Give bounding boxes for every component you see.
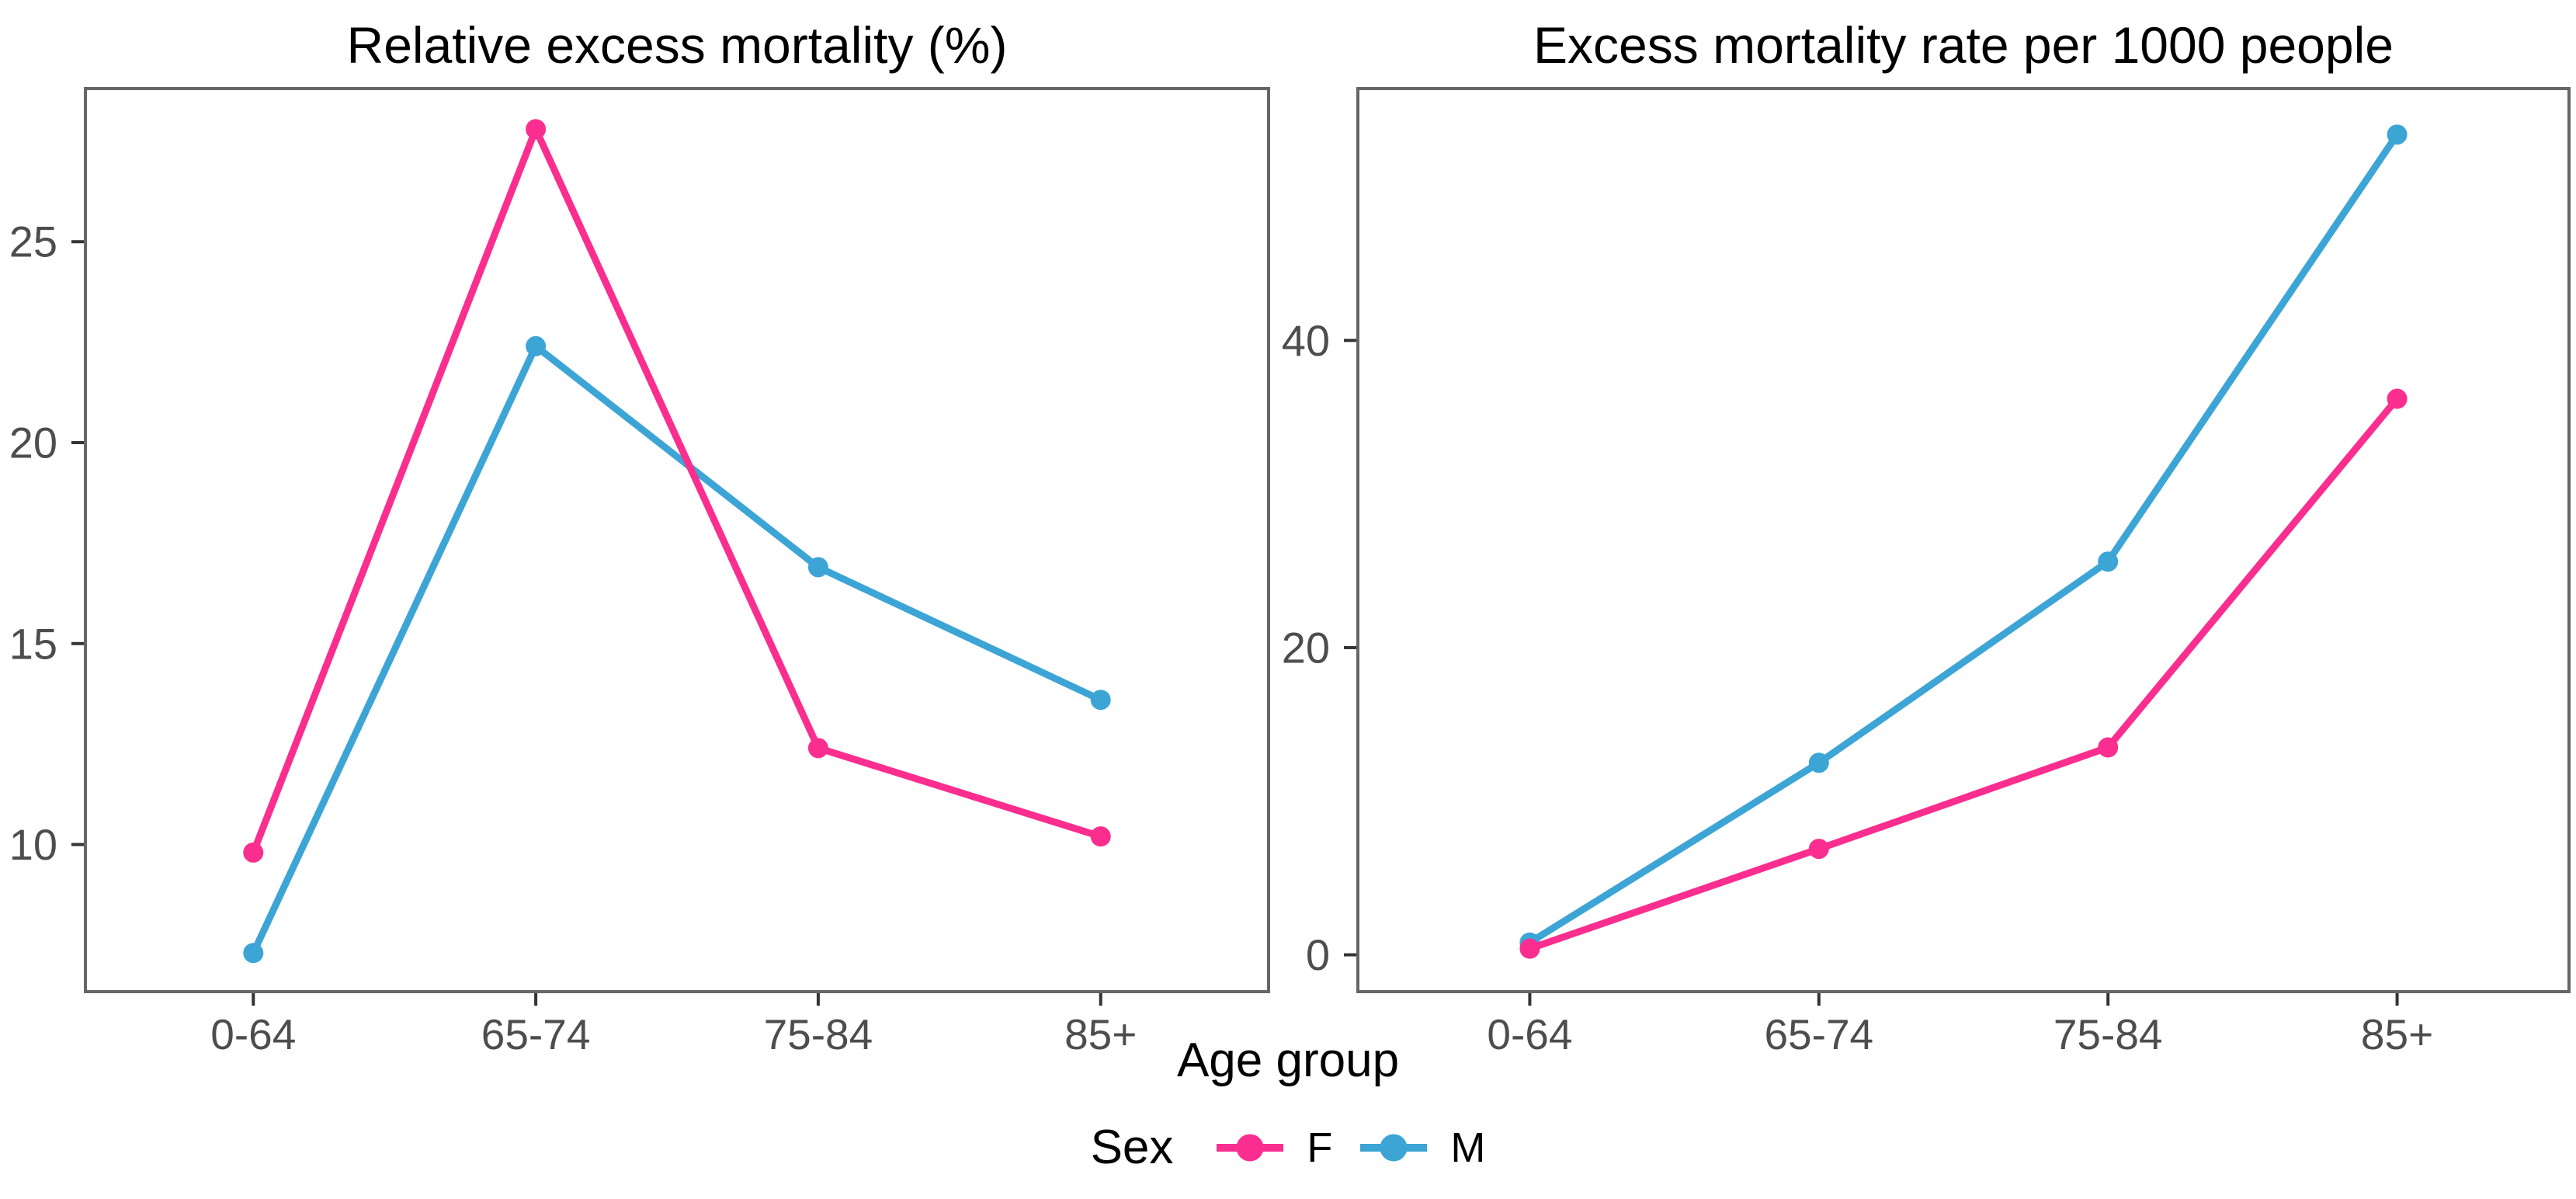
x-axis-title: Age group (1176, 1034, 1400, 1087)
y-tick-label: 10 (9, 820, 57, 869)
legend-entry-m: M (1360, 1124, 1485, 1172)
x-tick-label: 65-74 (1764, 1010, 1873, 1058)
legend-entry-m-label: M (1450, 1124, 1486, 1171)
left-panel-title: Relative excess mortality (%) (346, 16, 1008, 74)
data-point-m (1808, 752, 1829, 773)
data-point-m (807, 557, 828, 578)
x-tick-label: 85+ (2361, 1010, 2433, 1058)
y-tick-label: 20 (9, 419, 57, 467)
excess-mortality-rate-chart: 0 20 40 0-64 65-74 75-84 85+ (1282, 87, 2571, 1058)
data-point-m (2098, 551, 2119, 572)
y-tick-label: 0 (1306, 930, 1330, 979)
legend: Sex F M (0, 1120, 2576, 1175)
data-point-f (1808, 839, 1829, 860)
right-panel-title: Excess mortality rate per 1000 people (1533, 16, 2394, 74)
panel-border (84, 87, 1270, 993)
y-tick-label: 25 (9, 217, 57, 266)
y-tick-label: 15 (9, 619, 57, 668)
series-line-m (249, 342, 1105, 957)
relative-excess-mortality-chart: 10 15 20 25 0-64 65-74 75-84 85+ (9, 87, 1270, 1058)
data-point-f (1090, 826, 1111, 847)
data-point-f (526, 119, 547, 140)
series-line-m (1526, 130, 2401, 947)
x-tick-label: 75-84 (764, 1010, 873, 1058)
x-tick-label: 0-64 (1487, 1010, 1572, 1058)
data-point-f (2387, 388, 2408, 409)
x-tick-label: 65-74 (481, 1010, 591, 1058)
x-tick-label: 85+ (1064, 1010, 1137, 1058)
legend-key-m-icon (1360, 1134, 1428, 1161)
data-point-m (1090, 690, 1111, 711)
data-point-f (2098, 737, 2119, 758)
legend-key-f-icon (1217, 1134, 1284, 1161)
x-tick-label: 0-64 (210, 1010, 296, 1058)
data-point-f (1519, 938, 1540, 959)
legend-title: Sex (1090, 1121, 1174, 1174)
y-tick-label: 40 (1282, 316, 1330, 365)
series-line-f (249, 125, 1105, 857)
x-tick-label: 75-84 (2054, 1010, 2163, 1058)
series-line-f (1526, 395, 2401, 953)
y-tick-label: 20 (1282, 623, 1330, 672)
panel-border (1356, 87, 2571, 993)
data-point-m (526, 335, 547, 356)
legend-entry-f-label: F (1307, 1124, 1333, 1171)
data-point-m (243, 943, 264, 964)
data-point-m (2387, 124, 2408, 145)
data-point-f (243, 842, 264, 863)
legend-entry-f: F (1217, 1124, 1332, 1172)
data-point-f (807, 738, 828, 759)
